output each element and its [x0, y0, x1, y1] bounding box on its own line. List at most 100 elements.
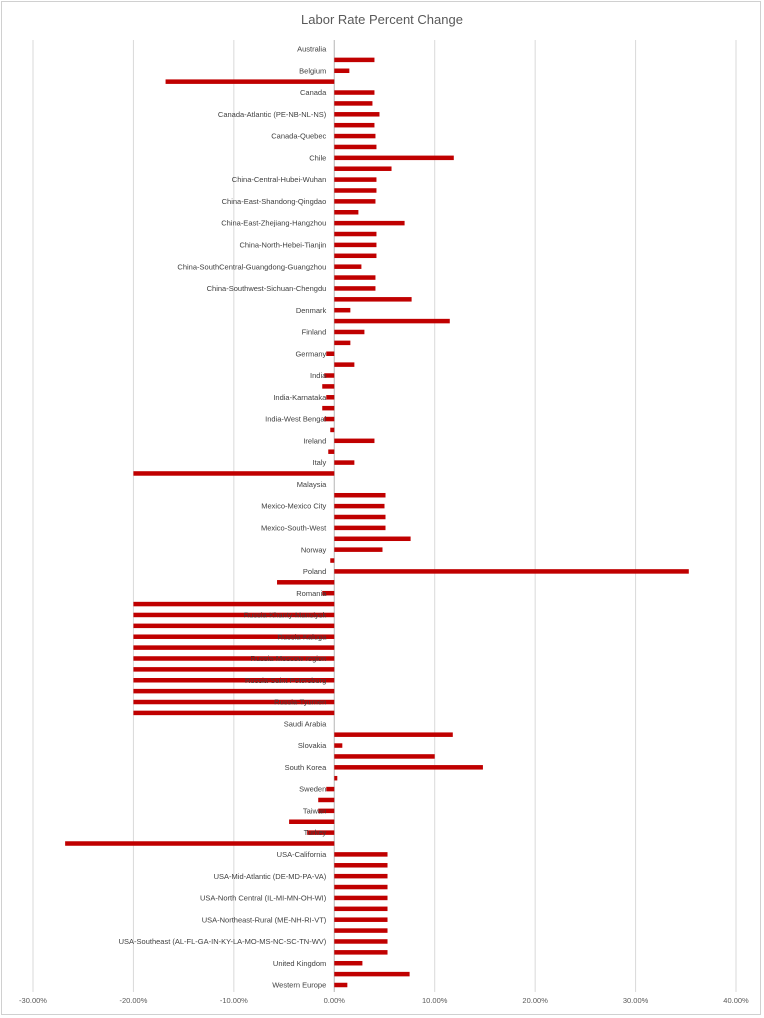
- category-label: Finland: [302, 328, 327, 337]
- category-label: Ireland: [303, 436, 326, 445]
- bar: [324, 416, 335, 422]
- category-labels: Australia Belgium Canada Canada-Atlantic (P…: [119, 45, 328, 990]
- category-label: USA-California: [277, 850, 327, 859]
- x-tick-label: 0.00%: [324, 996, 346, 1005]
- bar: [334, 329, 365, 335]
- category-label: India-West Bengal: [265, 415, 326, 424]
- bar: [334, 503, 385, 509]
- bar: [133, 471, 335, 476]
- x-tick-label: -10.00%: [220, 996, 248, 1005]
- bar: [133, 688, 335, 694]
- category-label: Belgium: [299, 66, 326, 75]
- bar: [322, 384, 335, 389]
- x-tick-label: 20.00%: [522, 996, 548, 1005]
- bar: [133, 710, 335, 716]
- bar: [133, 678, 335, 683]
- bars: [65, 57, 689, 988]
- category-label: Canada: [300, 88, 327, 97]
- category-label: Chile: [309, 153, 326, 162]
- bar: [334, 569, 689, 574]
- bar: [326, 351, 335, 356]
- category-label: Italy: [313, 458, 327, 467]
- bar: [334, 166, 392, 171]
- bar: [334, 928, 388, 933]
- bar: [334, 960, 363, 966]
- category-label: Malaysia: [297, 480, 327, 489]
- bar: [334, 242, 377, 248]
- category-label: Mexico-South-West: [261, 523, 327, 532]
- category-label: Western Europe: [272, 981, 326, 990]
- bar: [277, 580, 335, 585]
- category-label: Mexico-Mexico City: [261, 502, 326, 511]
- bar: [334, 863, 388, 868]
- bar: [133, 699, 335, 705]
- x-tick-label: 30.00%: [623, 996, 649, 1005]
- category-label: Russia-Tyumen: [274, 698, 326, 707]
- category-label: USA-North Central (IL-MI-MN-OH-WI): [200, 894, 327, 903]
- bar: [334, 895, 388, 901]
- bar: [334, 873, 388, 879]
- bar: [334, 112, 380, 117]
- category-label: China-East-Shandong-Qingdao: [222, 197, 327, 206]
- category-label: USA-Northeast-Rural (ME-NH-RI-VT): [202, 915, 327, 924]
- category-label: China-North-Hebei-Tianjin: [239, 241, 326, 250]
- chart-title: Labor Rate Percent Change: [301, 12, 463, 27]
- category-label: China-Central-Hubei-Wuhan: [232, 175, 327, 184]
- bar: [133, 634, 335, 639]
- bar: [133, 623, 335, 629]
- bar: [324, 373, 335, 378]
- bar: [334, 90, 375, 95]
- bar: [334, 177, 377, 182]
- bar: [334, 318, 450, 324]
- category-label: Canada-Atlantic (PE-NB-NL-NS): [218, 110, 327, 119]
- bar: [334, 264, 362, 269]
- bar: [133, 656, 335, 661]
- bar: [334, 340, 351, 346]
- x-axis-ticks: -30.00% -20.00% -10.00% 0.00% 10.00% 20.00% 30…: [19, 996, 749, 1005]
- bar: [334, 852, 388, 857]
- bar: [334, 297, 412, 302]
- bar: [334, 547, 383, 552]
- bar: [334, 950, 388, 955]
- bar: [334, 133, 376, 139]
- category-label: China-East-Zhejiang-Hangzhou: [221, 219, 326, 228]
- bar: [133, 667, 335, 672]
- bar: [334, 765, 483, 770]
- bar: [334, 253, 377, 259]
- x-tick-label: 40.00%: [723, 996, 749, 1005]
- bar: [334, 775, 338, 781]
- bar: [334, 286, 376, 291]
- bar: [334, 188, 377, 193]
- category-label: United Kingdom: [273, 959, 326, 968]
- bar: [334, 307, 351, 313]
- bar: [334, 514, 386, 520]
- bar: [334, 199, 376, 204]
- bar: [334, 754, 435, 759]
- category-label: Romania: [296, 589, 327, 598]
- x-tick-label: -20.00%: [119, 996, 147, 1005]
- bar: [318, 808, 335, 814]
- bar: [334, 732, 453, 737]
- category-label: India-Karnataka: [273, 393, 327, 402]
- bar: [133, 612, 335, 618]
- bar: [330, 427, 335, 433]
- bar: [334, 155, 454, 161]
- bar: [334, 884, 388, 890]
- bar: [334, 362, 355, 367]
- bar: [334, 939, 388, 944]
- category-label: Germany: [295, 349, 326, 358]
- category-label: Russia-Kaluga: [278, 632, 328, 641]
- bar: [334, 460, 355, 465]
- bar: [334, 68, 350, 74]
- category-label: Taiwan: [303, 806, 326, 815]
- category-label: Russia-Saint Petersburg: [245, 676, 326, 685]
- category-label: South Korea: [285, 763, 328, 772]
- bar: [334, 275, 376, 280]
- category-label: USA-Southeast (AL-FL-GA-IN-KY-LA-MO-MS-N…: [119, 937, 327, 946]
- bar: [334, 144, 377, 150]
- category-label: China-SouthCentral-Guangdong-Guangzhou: [177, 262, 326, 271]
- category-label: Turkey: [304, 828, 327, 837]
- bar: [133, 645, 335, 650]
- bar: [334, 101, 373, 106]
